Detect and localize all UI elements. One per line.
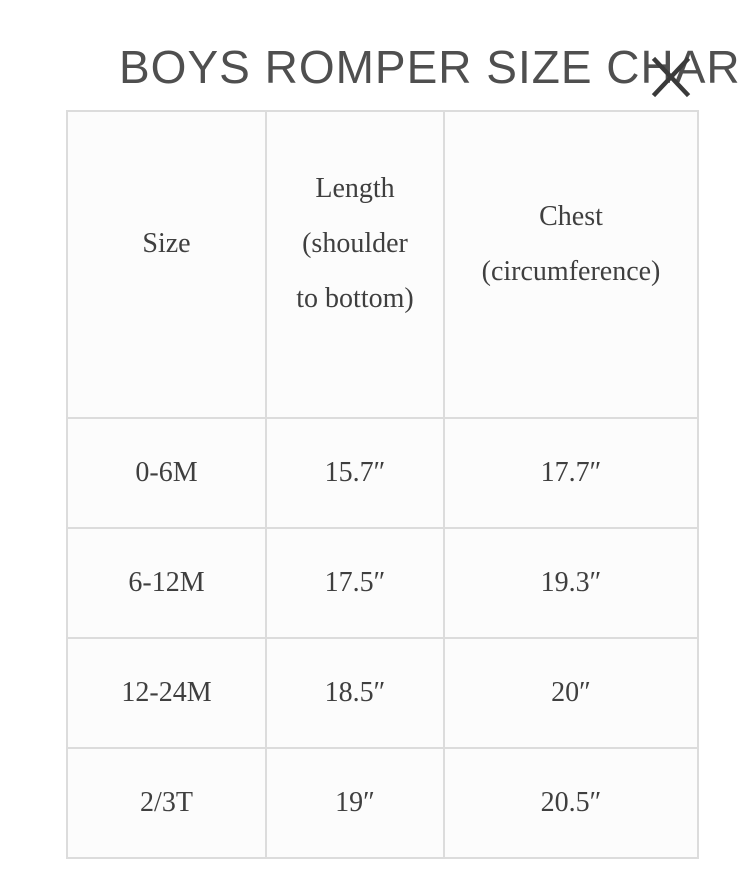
table-row: 6-12M 17.5″ 19.3″	[66, 527, 699, 639]
length-cell: 19″	[265, 747, 445, 859]
size-cell: 2/3T	[66, 747, 267, 859]
close-icon	[651, 56, 691, 98]
length-cell: 15.7″	[265, 417, 445, 529]
length-cell: 18.5″	[265, 637, 445, 749]
chest-cell: 19.3″	[443, 527, 699, 639]
size-cell: 12-24M	[66, 637, 267, 749]
chest-cell: 20″	[443, 637, 699, 749]
table-row: 12-24M 18.5″ 20″	[66, 637, 699, 749]
column-header-chest: Chest (circumference)	[443, 110, 699, 419]
size-cell: 6-12M	[66, 527, 267, 639]
header-row: Size Length (shoulder to bottom) Chest (…	[66, 110, 699, 419]
page-title: BOYS ROMPER SIZE CHART	[119, 41, 738, 93]
table-row: 0-6M 15.7″ 17.7″	[66, 417, 699, 529]
size-chart-table: Size Length (shoulder to bottom) Chest (…	[66, 110, 699, 859]
column-header-length: Length (shoulder to bottom)	[265, 110, 445, 419]
size-cell: 0-6M	[66, 417, 267, 529]
close-button[interactable]	[646, 52, 696, 102]
chest-cell: 20.5″	[443, 747, 699, 859]
table-row: 2/3T 19″ 20.5″	[66, 747, 699, 859]
length-cell: 17.5″	[265, 527, 445, 639]
column-header-size: Size	[66, 110, 267, 419]
chest-cell: 17.7″	[443, 417, 699, 529]
